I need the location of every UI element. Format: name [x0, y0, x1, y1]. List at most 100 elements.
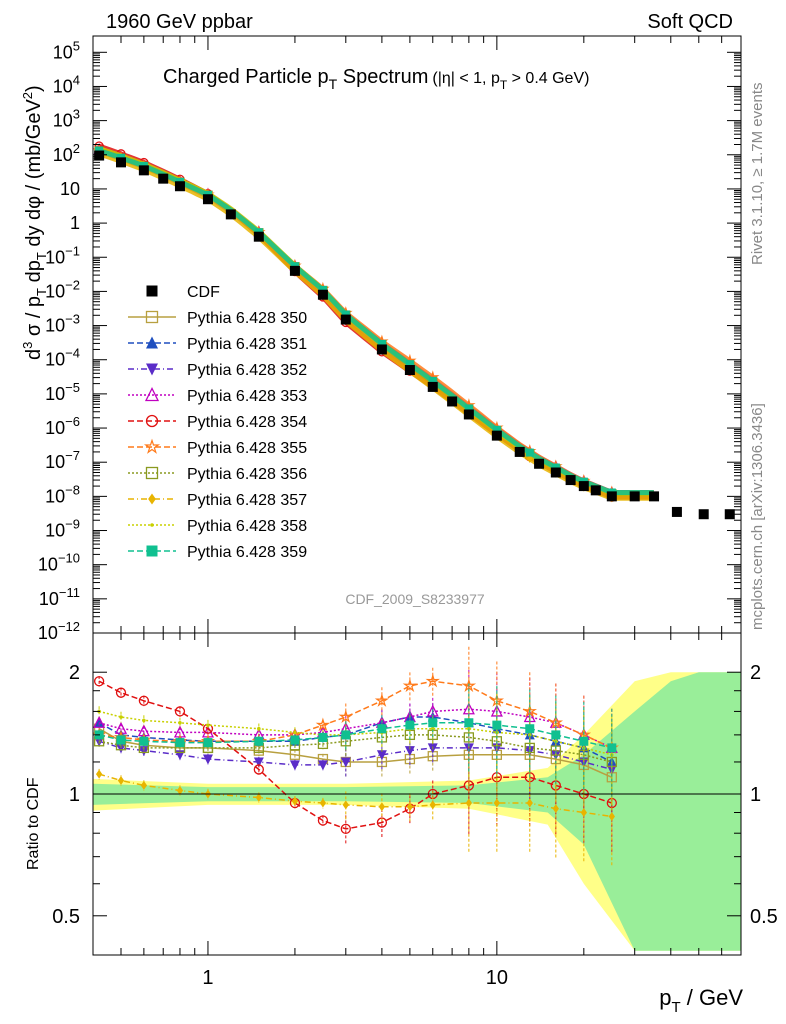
cdf-point: [376, 344, 387, 355]
ratio-marker: [139, 736, 149, 746]
ratio-marker: [340, 823, 351, 835]
ratio-marker: [94, 717, 105, 728]
ratio-plot-series: [93, 646, 619, 868]
legend-label: Pythia 6.428 351: [187, 336, 307, 353]
legend-marker: [145, 466, 159, 480]
ratio-marker: [430, 726, 435, 731]
spectrum-marker: [428, 376, 437, 385]
ratio-marker: [378, 802, 386, 812]
cdf-point: [253, 231, 264, 242]
ratio-marker: [253, 764, 264, 775]
legend-marker: [144, 387, 160, 402]
ratio-marker: [175, 738, 185, 748]
y-tick-label: 102: [53, 141, 80, 165]
ratio-marker: [493, 798, 501, 808]
ratio-marker: [406, 802, 414, 812]
ratio-marker: [291, 796, 299, 806]
spectrum-marker: [464, 404, 473, 413]
ratio-marker: [464, 718, 474, 728]
ratio-marker: [580, 808, 587, 818]
ratio-band-inner: [93, 672, 741, 951]
y-tick-label: 10−6: [45, 414, 80, 438]
legend-label: Pythia 6.428 350: [187, 310, 307, 327]
spectrum-curve-7: [98, 148, 654, 497]
x-axis-label: pT / GeV: [659, 985, 743, 1016]
y-tick-label: 10−9: [45, 517, 80, 541]
legend-marker: [146, 336, 158, 349]
cdf-point: [174, 181, 185, 192]
cdf-point: [94, 150, 105, 161]
ratio-y-axis-label: Ratio to CDF: [25, 777, 42, 870]
ratio-marker: [579, 736, 589, 746]
spectrum-curve-8: [98, 151, 654, 501]
ratio-marker: [119, 715, 123, 719]
cdf-point: [629, 491, 640, 502]
ratio-y-tick-label: 0.5: [52, 906, 80, 928]
legend-marker: [146, 285, 158, 297]
x-tick-label: 1: [202, 967, 213, 989]
category-label: Soft QCD: [647, 11, 733, 33]
cdf-point: [649, 491, 660, 502]
ratio-marker: [461, 678, 477, 693]
spectrum-curve-2: [98, 147, 654, 497]
spectrum-curve-9: [98, 146, 654, 496]
ratio-marker: [341, 730, 351, 740]
cdf-point: [491, 430, 502, 441]
y-tick-label: 1: [70, 213, 80, 233]
cdf-point: [698, 509, 709, 520]
ratio-marker: [317, 815, 329, 826]
cdf-point: [534, 458, 545, 469]
cdf-point: [671, 506, 682, 517]
ratio-marker: [551, 730, 561, 740]
plot-title: Charged Particle pT Spectrum (|η| < 1, pT…: [163, 66, 589, 92]
cdf-point: [606, 491, 617, 502]
cdf-point: [550, 467, 561, 478]
ratio-marker: [402, 678, 418, 693]
ratio-marker: [116, 735, 126, 745]
spectrum-marker: [405, 360, 414, 369]
legend-marker: [150, 523, 154, 527]
legend-label: Pythia 6.428 352: [187, 362, 307, 379]
cdf-point: [202, 194, 213, 205]
y-tick-label: 10−8: [45, 482, 80, 506]
analysis-watermark: CDF_2009_S8233977: [345, 591, 485, 607]
beam-label: 1960 GeV ppbar: [106, 11, 253, 33]
ratio-marker: [315, 717, 331, 732]
cdf-point: [514, 446, 525, 457]
cdf-point: [447, 396, 458, 407]
ratio-marker: [318, 732, 328, 742]
ratio-marker: [140, 780, 148, 790]
y-tick-label: 10−4: [45, 346, 80, 370]
legend-label: Pythia 6.428 355: [187, 440, 307, 457]
spectrum-curve-3: [98, 148, 654, 497]
ratio-marker: [178, 720, 182, 725]
ratio-marker: [492, 720, 502, 730]
rivet-version-text: Rivet 3.1.10, ≥ 1.7M events: [749, 83, 766, 266]
legend-label: Pythia 6.428 356: [187, 466, 307, 483]
ratio-marker: [525, 724, 535, 734]
cdf-point: [724, 509, 735, 520]
legend-label: Pythia 6.428 359: [187, 544, 307, 561]
ratio-line-9: [98, 710, 612, 756]
cdf-point: [590, 485, 601, 496]
y-tick-label: 10−5: [45, 380, 80, 404]
ratio-marker: [552, 804, 559, 814]
y-tick-label: 104: [53, 72, 80, 96]
legend-label: Pythia 6.428 357: [187, 492, 307, 509]
cdf-point: [565, 475, 576, 486]
cdf-point: [225, 209, 236, 220]
cdf-point: [578, 481, 589, 492]
spectrum-marker: [525, 448, 534, 457]
ratio-marker: [338, 709, 353, 724]
cdf-point: [340, 314, 351, 325]
y-tick-label: 103: [53, 107, 80, 131]
ratio-marker: [319, 798, 327, 808]
spectrum-curve-10: [98, 148, 654, 495]
ratio-marker: [293, 730, 297, 735]
cdf-point: [115, 157, 126, 168]
legend-marker: [145, 310, 159, 324]
y-tick-label: 10: [60, 179, 80, 199]
ratio-marker: [404, 746, 415, 757]
legend-label: Pythia 6.428 353: [187, 388, 307, 405]
legend-label: Pythia 6.428 358: [187, 518, 307, 535]
